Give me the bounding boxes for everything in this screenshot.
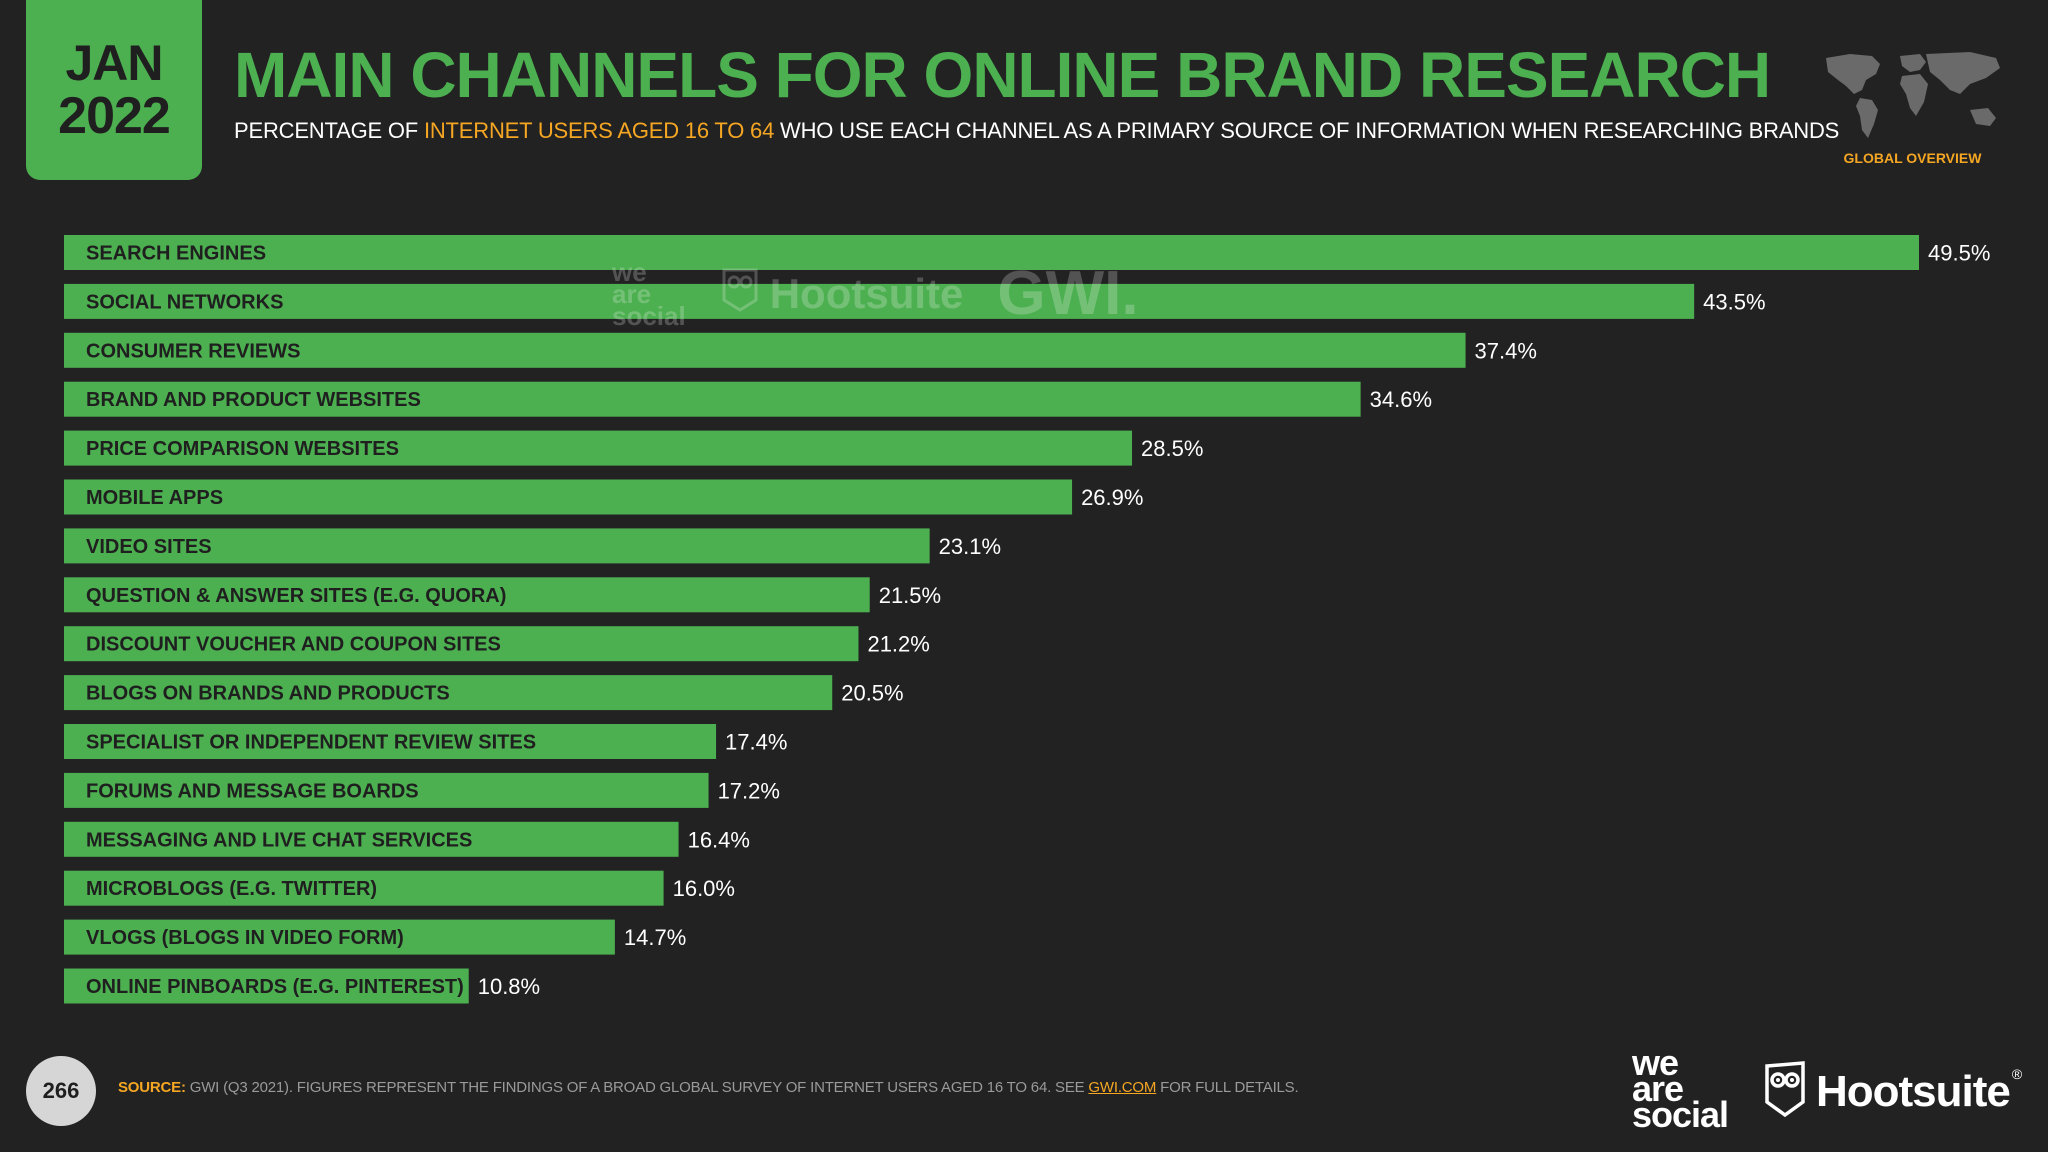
bar-value-label: 14.7% <box>624 925 686 950</box>
bar-value-label: 26.9% <box>1081 485 1143 510</box>
bar-value-label: 28.5% <box>1141 436 1203 461</box>
bar <box>64 968 469 1004</box>
bar-category-label: DISCOUNT VOUCHER AND COUPON SITES <box>86 634 501 656</box>
bar-value-label: 23.1% <box>939 534 1001 559</box>
bar-value-label: 43.5% <box>1703 289 1765 314</box>
bar-category-label: PRICE COMPARISON WEBSITES <box>86 438 399 460</box>
bar <box>64 430 1133 466</box>
bar <box>64 283 1695 319</box>
bar <box>64 821 679 857</box>
bar-category-label: BLOGS ON BRANDS AND PRODUCTS <box>86 683 450 705</box>
bar <box>64 870 664 906</box>
bar-value-label: 17.2% <box>718 778 780 803</box>
subtitle-highlight: INTERNET USERS AGED 16 TO 64 <box>423 118 775 143</box>
region-label: GLOBAL OVERVIEW <box>1843 150 1982 166</box>
bar-value-label: 16.4% <box>688 827 750 852</box>
bar-value-label: 17.4% <box>725 730 787 755</box>
bar <box>64 626 859 662</box>
date-month: JAN <box>65 35 163 91</box>
bar-category-label: SPECIALIST OR INDEPENDENT REVIEW SITES <box>86 732 536 754</box>
bar <box>64 332 1466 368</box>
bar-category-label: VLOGS (BLOGS IN VIDEO FORM) <box>86 927 404 949</box>
world-map-icon <box>1820 50 2005 145</box>
bar-category-label: QUESTION & ANSWER SITES (E.G. QUORA) <box>86 585 506 607</box>
bar-category-label: CONSUMER REVIEWS <box>86 340 300 362</box>
bar-value-label: 10.8% <box>478 974 540 999</box>
source-tail: FOR FULL DETAILS. <box>1156 1079 1299 1096</box>
source-label: SOURCE: <box>118 1079 186 1096</box>
source-link[interactable]: GWI.COM <box>1088 1079 1157 1096</box>
bar-category-label: FORUMS AND MESSAGE BOARDS <box>86 780 419 802</box>
bar-value-label: 49.5% <box>1928 241 1990 266</box>
bar-value-label: 34.6% <box>1370 387 1432 412</box>
date-badge: JAN 2022 <box>26 0 202 180</box>
bar <box>64 381 1361 417</box>
source-note: SOURCE: GWI (Q3 2021). FIGURES REPRESENT… <box>118 1079 1299 1096</box>
bar <box>64 724 717 759</box>
page-number: 266 <box>26 1056 96 1126</box>
hootsuite-name: Hootsuite <box>1816 1066 2011 1116</box>
bar-category-label: SEARCH ENGINES <box>86 243 266 265</box>
we-are-social-logo: we are social <box>1632 1042 1729 1135</box>
hootsuite-logo: Hootsuite ® <box>1764 1060 2022 1123</box>
bar <box>64 235 1919 270</box>
page-subtitle: PERCENTAGE OF INTERNET USERS AGED 16 TO … <box>234 118 1839 144</box>
bar-value-label: 37.4% <box>1475 338 1537 363</box>
bar <box>64 528 930 564</box>
bar-category-label: ONLINE PINBOARDS (E.G. PINTEREST) <box>86 976 464 998</box>
page-title: MAIN CHANNELS FOR ONLINE BRAND RESEARCH <box>234 39 1771 111</box>
bar-category-label: BRAND AND PRODUCT WEBSITES <box>86 389 421 411</box>
registered-mark: ® <box>2011 1066 2023 1082</box>
bar-value-label: 21.5% <box>879 583 941 608</box>
bar-category-label: MICROBLOGS (E.G. TWITTER) <box>86 878 377 900</box>
bar <box>64 577 870 613</box>
bar-value-label: 16.0% <box>673 876 735 901</box>
owl-icon <box>1764 1060 1806 1123</box>
bar <box>64 919 615 955</box>
subtitle-post: WHO USE EACH CHANNEL AS A PRIMARY SOURCE… <box>774 118 1840 143</box>
bar-category-label: VIDEO SITES <box>86 536 212 558</box>
subtitle-pre: PERCENTAGE OF <box>234 118 424 143</box>
bar <box>64 772 709 808</box>
bar-value-label: 20.5% <box>841 681 903 706</box>
bar-category-label: SOCIAL NETWORKS <box>86 291 283 313</box>
bar <box>64 675 833 711</box>
bar-category-label: MOBILE APPS <box>86 487 223 509</box>
date-year: 2022 <box>58 87 171 145</box>
bar-category-label: MESSAGING AND LIVE CHAT SERVICES <box>86 829 472 851</box>
bar <box>64 479 1073 515</box>
bar-value-label: 21.2% <box>867 632 929 657</box>
source-text: GWI (Q3 2021). FIGURES REPRESENT THE FIN… <box>185 1079 1089 1096</box>
